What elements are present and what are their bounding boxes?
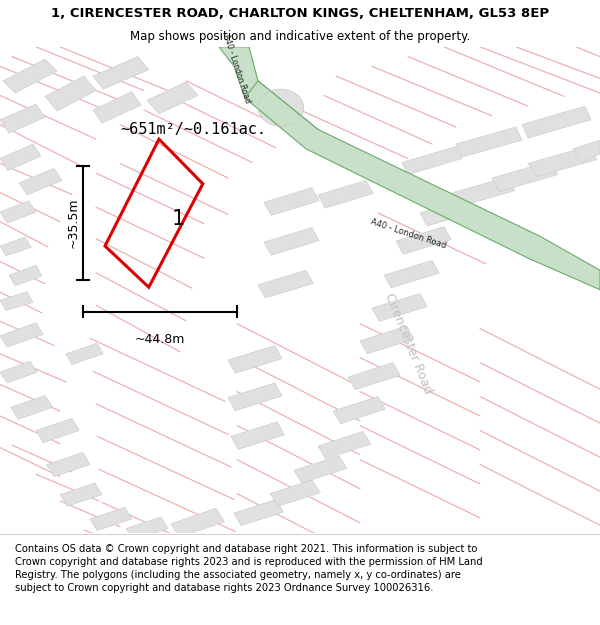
Polygon shape (0, 322, 43, 347)
Polygon shape (333, 396, 385, 424)
Polygon shape (456, 127, 522, 157)
Polygon shape (147, 82, 198, 114)
Polygon shape (90, 508, 132, 531)
Polygon shape (245, 81, 600, 290)
Text: ~44.8m: ~44.8m (135, 333, 185, 346)
Polygon shape (420, 198, 475, 226)
Circle shape (258, 89, 304, 126)
Polygon shape (60, 483, 102, 506)
Polygon shape (93, 91, 141, 123)
Text: Cirencester Road: Cirencester Road (382, 291, 434, 396)
Polygon shape (3, 59, 57, 93)
Polygon shape (396, 226, 451, 254)
Text: ~651m²/~0.161ac.: ~651m²/~0.161ac. (120, 122, 266, 137)
Polygon shape (11, 396, 53, 419)
Polygon shape (171, 508, 224, 538)
Text: A40 - London Road: A40 - London Road (369, 217, 447, 251)
Polygon shape (126, 517, 168, 540)
Polygon shape (270, 480, 320, 506)
Polygon shape (228, 383, 282, 411)
Polygon shape (0, 238, 31, 256)
Polygon shape (47, 452, 90, 477)
Polygon shape (492, 161, 558, 192)
Polygon shape (450, 177, 515, 207)
Polygon shape (402, 146, 462, 174)
Text: 1: 1 (171, 209, 185, 229)
Polygon shape (258, 270, 313, 298)
Polygon shape (234, 499, 283, 526)
Polygon shape (0, 292, 33, 311)
Polygon shape (36, 418, 79, 442)
Polygon shape (360, 326, 414, 354)
Polygon shape (228, 346, 282, 373)
Polygon shape (0, 361, 37, 383)
Text: Map shows position and indicative extent of the property.: Map shows position and indicative extent… (130, 30, 470, 43)
Polygon shape (66, 343, 103, 364)
Polygon shape (45, 76, 96, 111)
Polygon shape (522, 106, 591, 138)
Polygon shape (231, 422, 284, 449)
Polygon shape (264, 188, 319, 216)
Polygon shape (264, 228, 319, 255)
Polygon shape (219, 47, 318, 146)
Polygon shape (384, 261, 439, 288)
Polygon shape (0, 201, 36, 223)
Polygon shape (372, 294, 427, 321)
Text: ~35.5m: ~35.5m (67, 198, 80, 248)
Polygon shape (19, 168, 62, 195)
Polygon shape (93, 57, 149, 89)
Polygon shape (0, 144, 41, 171)
Polygon shape (348, 362, 400, 390)
Polygon shape (9, 266, 42, 286)
Polygon shape (294, 456, 347, 483)
Polygon shape (573, 140, 600, 162)
Polygon shape (318, 431, 371, 459)
Text: A40 - London Road: A40 - London Road (221, 33, 253, 104)
Text: Contains OS data © Crown copyright and database right 2021. This information is : Contains OS data © Crown copyright and d… (15, 544, 483, 593)
Text: 1, CIRENCESTER ROAD, CHARLTON KINGS, CHELTENHAM, GL53 8EP: 1, CIRENCESTER ROAD, CHARLTON KINGS, CHE… (51, 7, 549, 19)
Polygon shape (318, 181, 373, 208)
Polygon shape (0, 104, 45, 133)
Polygon shape (528, 146, 597, 176)
